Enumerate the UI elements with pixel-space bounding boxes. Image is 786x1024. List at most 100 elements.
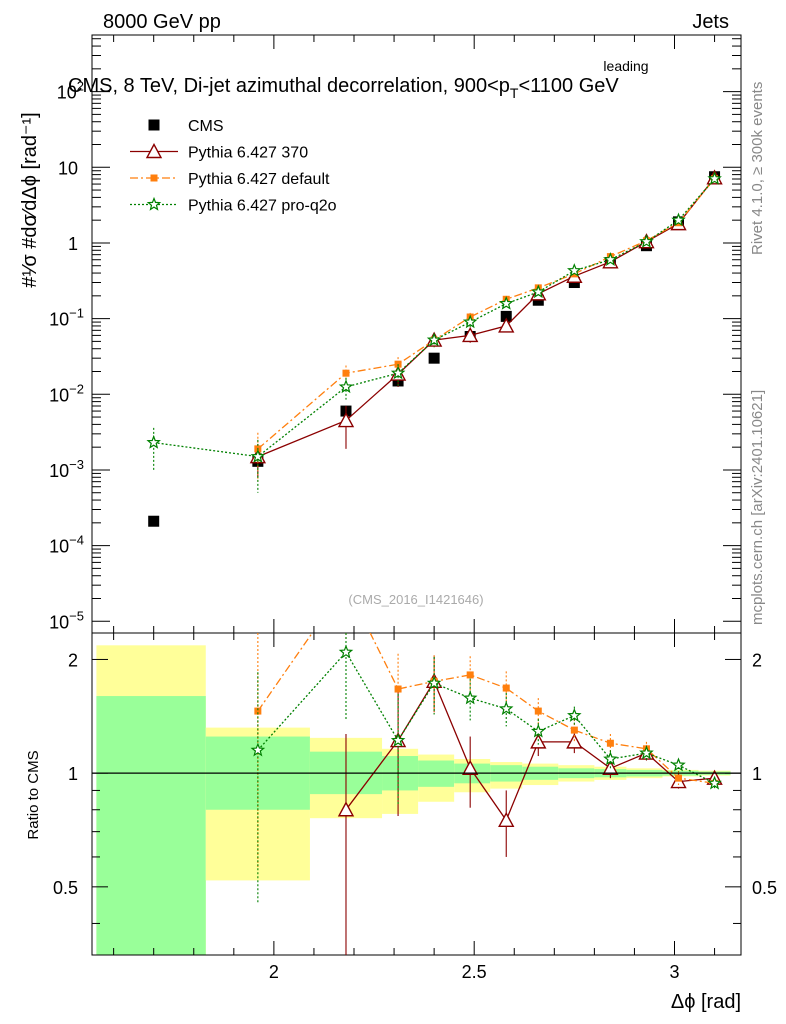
ratio-data-point <box>567 707 582 722</box>
mc-data-point <box>498 295 514 310</box>
ratio-y-tick-label: 1 <box>68 764 78 784</box>
x-tick-label: 3 <box>669 962 679 982</box>
ratio-y-axis-title: Ratio to CMS <box>25 750 42 839</box>
upper-y-tick-label-exponent: −2 <box>69 381 84 396</box>
upper-y-tick-label-exponent: −5 <box>69 608 84 623</box>
x-tick-label: 2 <box>269 962 279 982</box>
ratio-data-point <box>675 774 683 782</box>
ratio-data-point <box>338 644 354 659</box>
header-right-text: Jets <box>692 11 729 33</box>
ratio-data-point <box>254 707 262 715</box>
upper-y-tick-label-exponent: −1 <box>69 306 84 321</box>
ratio-data-point <box>707 775 722 790</box>
mc-data-point <box>567 263 582 277</box>
ratio-y-tick-labels: 0.5 0.5 1 1 2 2 <box>53 650 777 897</box>
plot-title-main: CMS, 8 TeV, Di-jet azimuthal decorrelati… <box>68 75 510 97</box>
x-axis-title: Δϕ [rad] <box>671 991 741 1013</box>
mcplots-credit-text: mcplots.cern.ch [arXiv:2401.10621] <box>749 390 766 625</box>
ratio-data-points <box>250 633 723 955</box>
ratio-data-point <box>462 759 479 775</box>
mc-data-point <box>462 326 479 343</box>
mc-data-point <box>707 171 722 185</box>
ratio-series-line <box>257 651 715 784</box>
upper-y-tick-label-base: 10 <box>58 158 78 178</box>
legend-label: Pythia 6.427 pro-q2o <box>188 198 337 215</box>
ratio-data-point <box>462 690 478 705</box>
mc-data-point <box>531 284 546 299</box>
plot-title-end: <1100 GeV <box>518 75 619 97</box>
legend-label: CMS <box>188 118 224 135</box>
upper-y-tick-label: 10 <box>58 158 78 178</box>
x-tick-labels: 2 2.5 3 <box>269 962 680 982</box>
x-tick-label: 2.5 <box>462 962 487 982</box>
ratio-data-point <box>603 751 618 766</box>
mc-data-point <box>337 412 355 428</box>
upper-y-tick-label-base: 1 <box>68 234 78 254</box>
mc-data-point <box>639 234 654 248</box>
mc-data-point <box>671 212 686 227</box>
mc-data-point <box>342 369 350 377</box>
upper-y-tick-label-base: 10 <box>49 537 69 557</box>
upper-y-tick-label: 1 <box>68 234 78 254</box>
upper-data-points <box>146 169 723 527</box>
upper-y-axis-title-text: #¹⁄σ #dσ⁄dΔϕ [rad⁻¹] <box>19 112 41 287</box>
ratio-data-point <box>534 707 542 715</box>
upper-y-tick-label-base: 10 <box>49 461 69 481</box>
ratio-data-point <box>531 723 546 738</box>
upper-y-tick-label-exponent: −3 <box>69 457 84 472</box>
upper-y-tick-label: 10−2 <box>49 381 84 405</box>
upper-y-tick-label: 10−3 <box>49 457 84 481</box>
ratio-uncertainty-bands <box>96 645 731 955</box>
ratio-y-tick-label: 0.5 <box>53 878 78 898</box>
ratio-data-point <box>466 671 474 679</box>
legend-marker <box>145 143 163 159</box>
legend-marker <box>150 174 158 182</box>
ratio-data-point <box>498 701 514 716</box>
upper-y-tick-label: 10−4 <box>49 533 84 557</box>
series-line <box>257 177 716 458</box>
ratio-data-point <box>498 811 515 828</box>
series-line <box>257 178 716 450</box>
upper-y-tick-label-exponent: −4 <box>69 533 84 548</box>
cms-data-point <box>500 310 512 322</box>
upper-y-tick-label: 10−5 <box>49 608 84 632</box>
ratio-data-point <box>502 684 510 692</box>
legend-label: Pythia 6.427 default <box>188 171 330 188</box>
ratio-series-line <box>257 633 715 784</box>
ratio-data-point <box>671 757 686 772</box>
mc-data-point <box>426 332 442 347</box>
analysis-id-watermark: (CMS_2016_I1421646) <box>348 592 483 607</box>
cms-data-point <box>148 515 160 527</box>
ratio-data-point <box>390 732 406 747</box>
mc-data-point <box>250 448 266 463</box>
series-line <box>153 178 716 458</box>
ratio-y-tick-label-right: 1 <box>752 764 762 784</box>
upper-y-tick-label-exponent: 2 <box>77 79 84 94</box>
mc-data-point <box>390 365 406 380</box>
upper-y-tick-label: 102 <box>57 79 84 103</box>
ratio-plot-frame <box>91 632 742 956</box>
plot-title-sub: T <box>510 85 519 101</box>
ratio-data-point <box>606 739 614 747</box>
stat-uncertainty-band-bin <box>96 696 206 955</box>
legend-label: Pythia 6.427 370 <box>188 145 308 162</box>
ratio-data-point <box>426 675 442 690</box>
ratio-data-point <box>250 742 266 757</box>
rivet-version-text: Rivet 4.1.0, ≥ 300k events <box>749 82 766 255</box>
ratio-y-tick-label: 2 <box>68 650 78 670</box>
legend-marker <box>146 196 162 211</box>
ratio-y-tick-label-right: 0.5 <box>752 878 777 898</box>
plot-title-sup: leading <box>603 58 648 74</box>
header-left-text: 8000 GeV pp <box>103 11 221 33</box>
ratio-data-point <box>570 726 578 734</box>
cms-data-point <box>428 352 440 364</box>
upper-y-axis-title: #¹⁄σ #dσ⁄dΔϕ [rad⁻¹] <box>19 112 41 287</box>
ratio-data-point <box>394 685 402 693</box>
legend-marker <box>148 119 160 131</box>
upper-y-tick-label-base: 10 <box>49 310 69 330</box>
ratio-data-point <box>337 801 355 817</box>
ratio-y-tick-label-right: 2 <box>752 650 762 670</box>
ratio-data-point <box>530 733 547 749</box>
